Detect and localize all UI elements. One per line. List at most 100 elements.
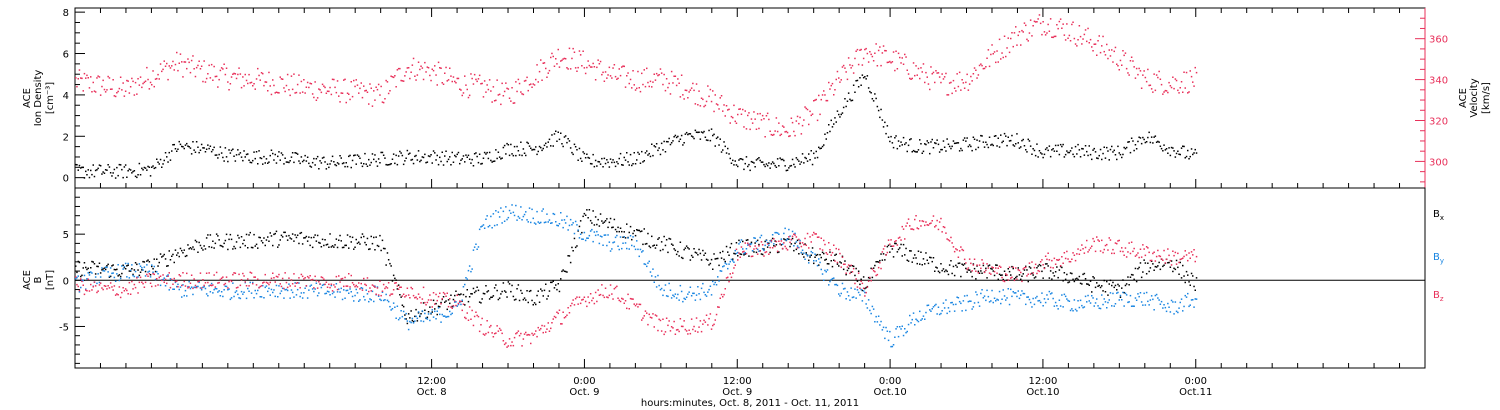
data-point <box>938 221 941 223</box>
data-point <box>905 56 907 58</box>
data-point <box>187 145 189 147</box>
data-point <box>356 286 359 288</box>
data-point <box>1180 258 1183 260</box>
data-point <box>154 278 157 281</box>
data-point <box>653 326 655 328</box>
data-point <box>230 76 233 78</box>
data-point <box>723 265 725 267</box>
data-point <box>204 287 207 290</box>
data-point <box>708 129 710 132</box>
data-point <box>1047 252 1049 254</box>
data-point <box>309 244 311 247</box>
data-point <box>338 288 340 290</box>
data-point <box>1185 71 1188 74</box>
data-point <box>1017 34 1019 37</box>
data-point <box>432 69 435 72</box>
data-point <box>710 258 713 261</box>
data-point <box>1160 300 1163 303</box>
data-point <box>900 328 902 330</box>
data-point <box>1153 309 1155 311</box>
data-point <box>904 238 906 240</box>
data-point <box>1177 311 1179 314</box>
data-point <box>578 237 581 239</box>
data-point <box>444 301 446 303</box>
data-point <box>856 289 859 291</box>
data-point <box>425 161 427 164</box>
data-point <box>593 66 596 68</box>
data-point <box>533 84 536 86</box>
data-point <box>258 74 260 77</box>
data-point <box>1114 154 1117 156</box>
data-point <box>1069 150 1072 152</box>
data-point <box>410 310 412 312</box>
axis-title-line: ACE <box>1458 88 1469 108</box>
data-point <box>111 88 113 90</box>
data-point <box>181 296 183 298</box>
data-point <box>478 330 481 333</box>
data-point <box>558 138 561 141</box>
data-point <box>791 121 794 124</box>
data-point <box>951 92 953 95</box>
data-point <box>1119 153 1122 156</box>
data-point <box>495 149 497 151</box>
data-point <box>689 133 692 135</box>
data-point <box>1039 301 1042 304</box>
data-point <box>646 67 648 70</box>
axis-title-line: ACE <box>22 88 33 108</box>
data-point <box>920 251 922 253</box>
data-point <box>525 331 527 334</box>
data-point <box>86 174 88 176</box>
data-point <box>912 228 915 231</box>
data-point <box>532 148 534 151</box>
data-point <box>774 245 776 248</box>
data-point <box>90 267 92 269</box>
data-point <box>891 248 894 250</box>
data-point <box>101 85 103 88</box>
data-point <box>880 253 882 255</box>
data-point <box>496 325 498 327</box>
data-point <box>365 284 367 287</box>
data-point <box>886 61 889 64</box>
data-point <box>572 222 574 224</box>
data-point <box>648 260 650 263</box>
data-point <box>136 176 138 179</box>
data-point <box>993 135 996 137</box>
data-point <box>574 220 577 223</box>
data-point <box>94 91 97 93</box>
data-point <box>1129 252 1132 255</box>
data-point <box>811 234 814 236</box>
data-point <box>90 169 92 172</box>
data-point <box>1189 304 1191 306</box>
data-point <box>380 294 382 297</box>
data-point <box>122 82 124 84</box>
data-point <box>911 228 913 230</box>
data-point <box>644 85 647 88</box>
data-point <box>596 66 598 69</box>
data-point <box>1177 266 1179 269</box>
data-point <box>286 239 289 241</box>
data-point <box>517 215 520 218</box>
data-point <box>152 70 154 72</box>
data-point <box>910 138 912 140</box>
data-point <box>1084 278 1087 280</box>
data-point <box>1143 248 1145 250</box>
data-point <box>147 259 149 261</box>
data-point <box>1130 305 1133 307</box>
data-point <box>436 299 438 302</box>
data-point <box>783 126 785 128</box>
data-point <box>861 282 864 285</box>
data-point <box>537 221 539 223</box>
data-point <box>668 320 670 322</box>
data-point <box>1142 136 1144 139</box>
data-point <box>856 286 859 288</box>
data-point <box>747 114 749 117</box>
data-point <box>517 330 520 332</box>
data-point <box>814 253 816 255</box>
x-tick-time: 12:00 <box>1029 376 1058 387</box>
data-point <box>473 315 476 318</box>
data-point <box>192 287 194 290</box>
data-point <box>117 264 119 266</box>
data-point <box>409 320 411 323</box>
data-point <box>976 265 978 267</box>
data-point <box>764 165 766 168</box>
